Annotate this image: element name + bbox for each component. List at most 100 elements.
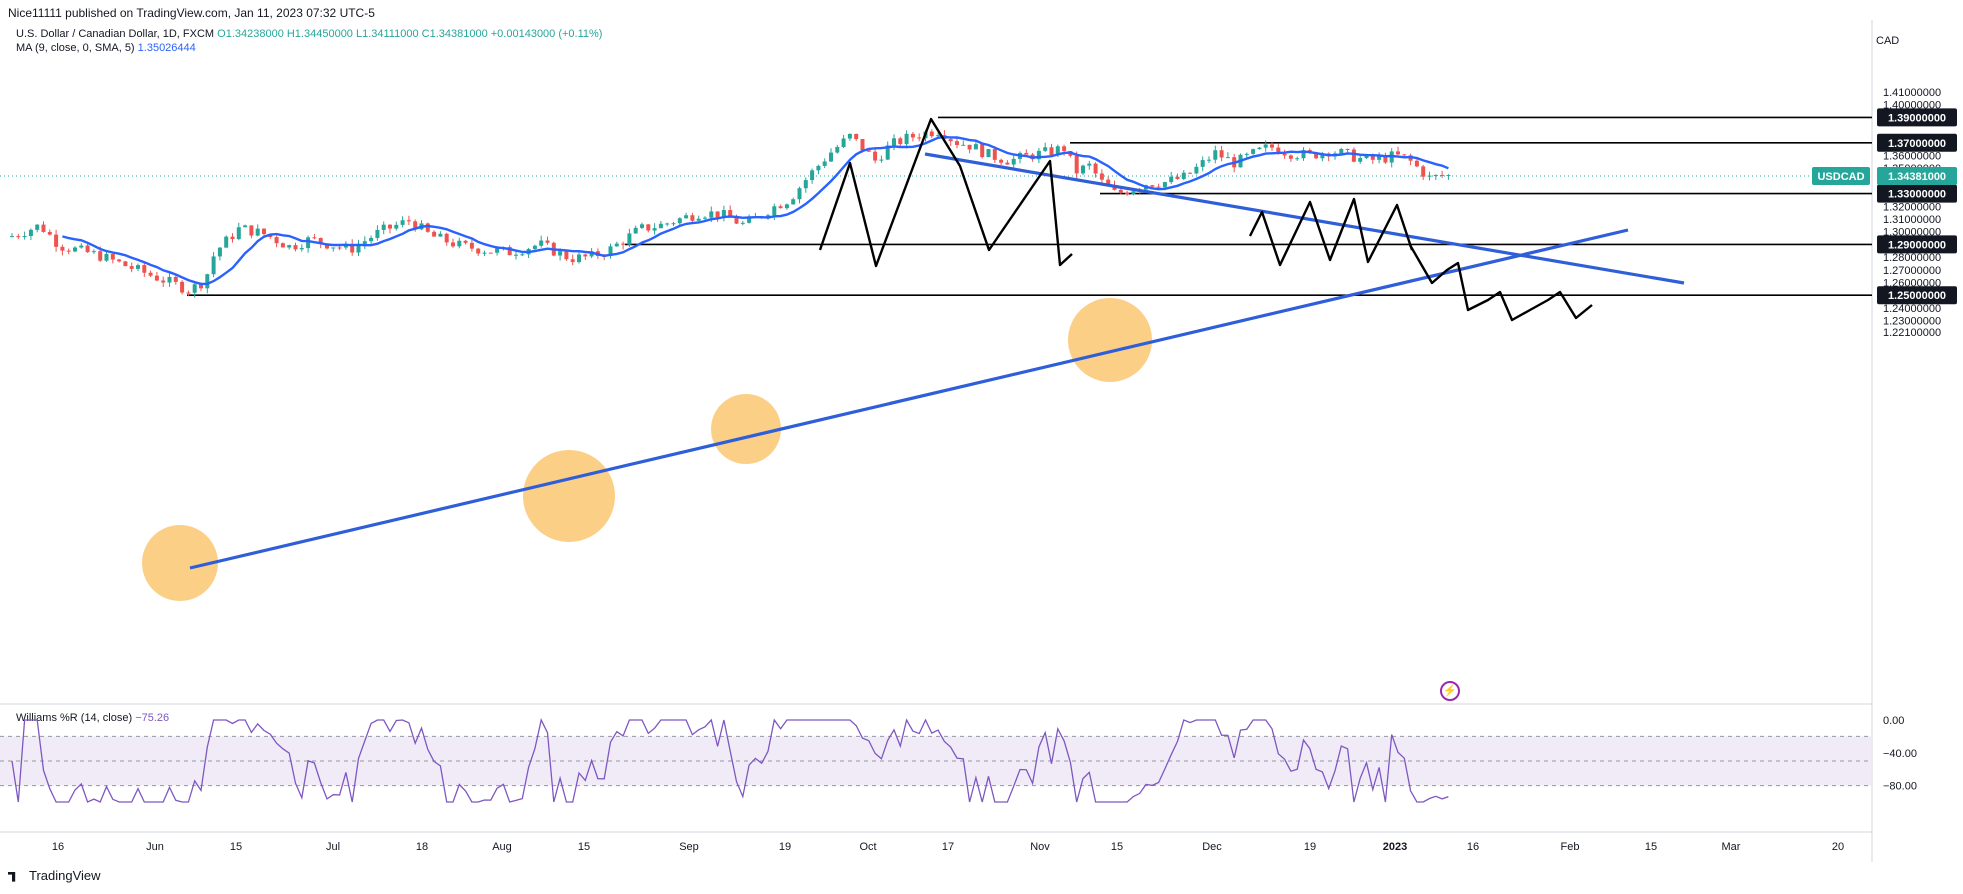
candle-body	[784, 204, 789, 209]
candle-body	[980, 144, 985, 158]
candle-body	[425, 223, 430, 232]
candle-body	[835, 146, 840, 153]
candle-body	[1244, 153, 1249, 155]
candle-body	[85, 245, 90, 253]
publisher-header: Nice11111 published on TradingView.com, …	[8, 6, 375, 20]
time-tick-label: 16	[52, 841, 64, 853]
candle-body	[1213, 150, 1218, 160]
candle-body	[734, 217, 739, 224]
time-tick-label: 16	[1467, 841, 1479, 853]
grid	[0, 20, 1873, 862]
candle-body	[696, 218, 701, 221]
candle-body	[1156, 186, 1161, 188]
candle-body	[1263, 144, 1268, 148]
candle-body	[167, 276, 172, 283]
price-tick-label: 1.22100000	[1883, 327, 1941, 339]
candle-body	[1093, 163, 1098, 174]
price-tick-label: 1.41000000	[1883, 87, 1941, 99]
ascending-trendline	[189, 228, 1629, 570]
candle-body	[898, 138, 903, 145]
candle-body	[457, 240, 462, 247]
symbol-tag	[1812, 167, 1870, 186]
candle-body	[904, 133, 909, 145]
candle-body	[413, 221, 418, 230]
candle-body	[331, 247, 336, 249]
candle-body	[690, 215, 695, 221]
candles	[10, 129, 1451, 298]
candle-body	[772, 206, 777, 216]
candle-body	[180, 281, 185, 293]
candle-body	[1024, 152, 1029, 155]
candle-body	[249, 225, 254, 236]
price-tick-label: 1.28000000	[1883, 252, 1941, 264]
candle-body	[1200, 160, 1205, 167]
candle-body	[1055, 146, 1060, 156]
candle-body	[1339, 149, 1344, 154]
candle-body	[1257, 147, 1262, 150]
candle-body	[1207, 159, 1211, 161]
candle-body	[873, 151, 878, 161]
time-axis[interactable]: 16 Jun 15 Jul 18 Aug 15 Sep 19 Oct 17 Nov 15 Dec 19 202…	[52, 841, 1844, 853]
time-tick-label: 15	[230, 841, 242, 853]
candle-body	[1181, 172, 1186, 179]
candle-body	[388, 224, 392, 229]
tradingview-logo[interactable]: TradingView	[8, 868, 101, 883]
candle-body	[703, 217, 707, 219]
symbol-legend: U.S. Dollar / Canadian Dollar, 1D, FXCM …	[16, 28, 602, 40]
candle-body	[577, 254, 581, 263]
candle-body	[740, 222, 745, 224]
candle-body	[1276, 147, 1281, 154]
candle-body	[797, 188, 802, 200]
candle-body	[230, 236, 235, 240]
candle-body	[1062, 146, 1067, 151]
lightning-icon[interactable]: ⚡	[1440, 681, 1460, 701]
ohlc-values: O1.34238000 H1.34450000 L1.34111000 C1.3…	[217, 28, 603, 40]
horizontal-levels	[0, 116, 1872, 297]
candle-body	[1314, 152, 1319, 159]
level-tag	[1877, 133, 1957, 152]
candle-body	[161, 280, 166, 283]
price-tick-label: 1.31000000	[1883, 214, 1941, 226]
candle-body	[929, 131, 934, 137]
wr-tick-label: −80.00	[1883, 781, 1917, 793]
candle-body	[255, 228, 260, 236]
candle-body	[211, 256, 216, 275]
candle-body	[117, 259, 122, 262]
candle-body	[10, 236, 14, 238]
williams-legend[interactable]: Williams %R (14, close) −75.26	[16, 712, 169, 724]
candle-body	[73, 247, 77, 252]
candle-body	[318, 237, 323, 244]
candle-body	[633, 227, 638, 234]
candle-body	[47, 231, 52, 235]
candle-body	[936, 135, 941, 137]
candle-body	[810, 170, 815, 181]
candle-body	[1125, 192, 1130, 195]
candle-body	[570, 259, 575, 263]
candle-body	[1087, 163, 1092, 166]
level-tag-label: 1.37000000	[1888, 138, 1946, 150]
candle-body	[999, 159, 1004, 163]
candle-body	[1194, 166, 1199, 174]
candle-body	[1370, 155, 1375, 160]
candle-body	[262, 228, 266, 235]
candle-body	[910, 133, 915, 138]
candle-body	[110, 253, 115, 260]
candle-body	[646, 224, 651, 231]
candle-body	[992, 149, 997, 160]
symbol-name[interactable]: U.S. Dollar / Canadian Dollar, 1D, FXCM	[16, 28, 215, 40]
candle-body	[961, 144, 966, 146]
candle-body	[1301, 150, 1306, 159]
support-circle	[711, 394, 781, 464]
candle-body	[60, 246, 65, 251]
ma-legend[interactable]: MA (9, close, 0, SMA, 5) 1.35026444	[16, 42, 196, 54]
candle-body	[280, 243, 285, 248]
candle-body	[1162, 182, 1167, 188]
price-axis[interactable]: 1.410000001.400000001.390000001.37000000…	[1812, 87, 1957, 793]
candle-body	[337, 247, 342, 249]
candle-body	[1188, 172, 1193, 174]
candle-body	[709, 211, 714, 218]
support-circle	[142, 525, 218, 601]
candle-body	[173, 276, 178, 282]
candle-body	[104, 253, 109, 261]
